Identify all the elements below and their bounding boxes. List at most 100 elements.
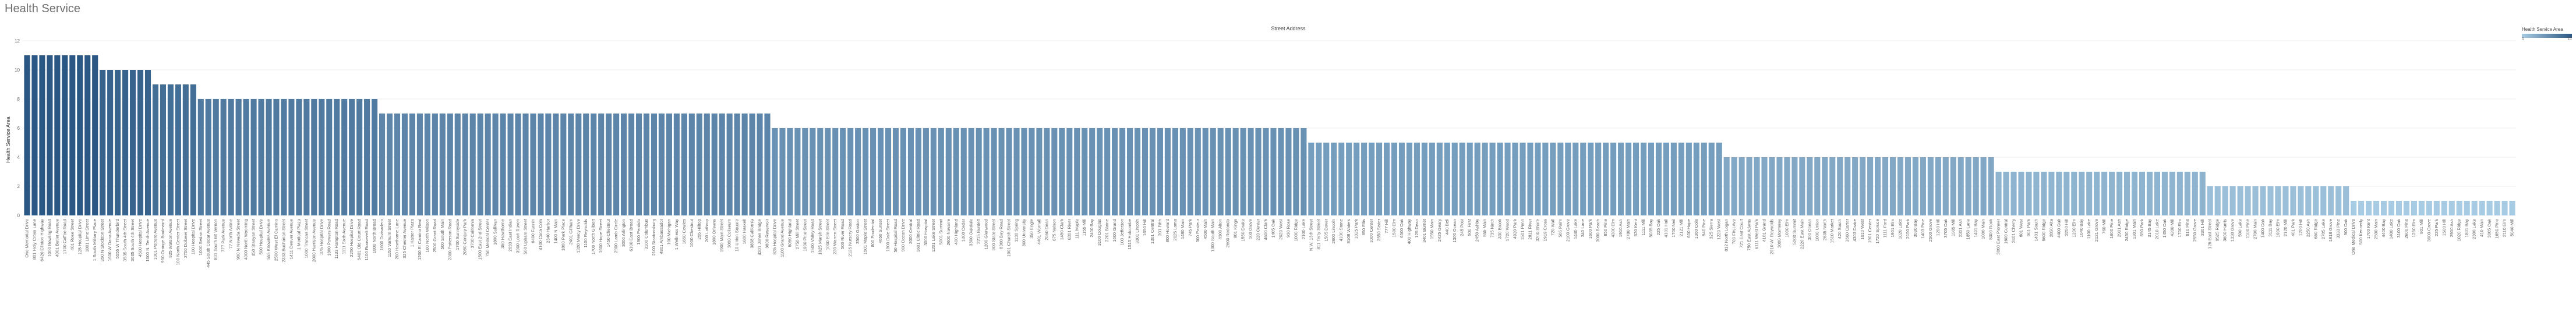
bar[interactable] [1769,157,1775,215]
bar[interactable] [1089,128,1096,215]
bar[interactable] [2479,201,2485,215]
bar[interactable] [1588,143,1594,215]
bar[interactable] [1316,143,1322,215]
bar[interactable] [1066,128,1073,215]
bar[interactable] [266,99,272,215]
bar[interactable] [892,128,899,215]
bar[interactable] [726,114,733,215]
bar[interactable] [1429,143,1435,215]
bar[interactable] [1791,157,1798,215]
bar[interactable] [2388,201,2395,215]
bar[interactable] [794,128,801,215]
bar[interactable] [1369,143,1375,215]
bar[interactable] [160,84,166,215]
bar[interactable] [175,84,181,215]
bar[interactable] [825,128,831,215]
bar[interactable] [1746,157,1752,215]
bar[interactable] [2161,172,2168,215]
bar[interactable] [2486,201,2493,215]
bar[interactable] [107,70,114,215]
bar[interactable] [1112,128,1118,215]
bar[interactable] [462,114,468,215]
bar[interactable] [130,70,136,215]
bar[interactable] [220,99,227,215]
bar[interactable] [2494,201,2500,215]
bar[interactable] [1451,143,1458,215]
bar[interactable] [1346,143,1352,215]
bar[interactable] [764,114,771,215]
bar[interactable] [779,128,786,215]
bar[interactable] [1640,143,1647,215]
bar[interactable] [447,114,453,215]
bar[interactable] [1784,157,1790,215]
bar[interactable] [757,114,763,215]
bar[interactable] [2018,172,2024,215]
bar[interactable] [1142,128,1149,215]
bar[interactable] [1383,143,1390,215]
bar[interactable] [2252,186,2259,215]
bar[interactable] [1270,128,1277,215]
bar[interactable] [77,55,83,215]
bar[interactable] [976,128,982,215]
bar[interactable] [1580,143,1586,215]
bar[interactable] [991,128,997,215]
bar[interactable] [2380,201,2387,215]
bar[interactable] [2063,172,2070,215]
bar[interactable] [379,114,386,215]
bar[interactable] [2192,172,2198,215]
bar[interactable] [1308,143,1314,215]
bar[interactable] [2124,172,2130,215]
bar[interactable] [545,114,552,215]
bar[interactable] [1059,128,1065,215]
bar[interactable] [205,99,211,215]
bar[interactable] [1331,143,1337,215]
bar[interactable] [840,128,846,215]
bar[interactable] [2351,201,2357,215]
bar[interactable] [1285,128,1292,215]
bar[interactable] [2139,172,2146,215]
bar[interactable] [787,128,793,215]
bar[interactable] [1097,128,1103,215]
bar[interactable] [1980,157,1987,215]
bar[interactable] [2320,186,2327,215]
bar[interactable] [2343,186,2349,215]
bar[interactable] [591,114,597,215]
bar[interactable] [538,114,544,215]
bar[interactable] [772,128,778,215]
bar[interactable] [1693,143,1699,215]
bar[interactable] [1626,143,1632,215]
bar[interactable] [1527,143,1533,215]
bar[interactable] [1474,143,1480,215]
bar[interactable] [900,128,907,215]
bar[interactable] [968,128,974,215]
bar[interactable] [2448,201,2455,215]
bar[interactable] [1557,143,1564,215]
bar[interactable] [1573,143,1579,215]
bar[interactable] [2071,172,2077,215]
bar[interactable] [394,114,401,215]
bar[interactable] [31,55,38,215]
bar[interactable] [1716,143,1722,215]
bar[interactable] [2282,186,2289,215]
bar[interactable] [515,114,521,215]
bar[interactable] [409,114,415,215]
bar[interactable] [2290,186,2296,215]
bar[interactable] [568,114,574,215]
bar[interactable] [1988,157,1994,215]
bar[interactable] [878,128,884,215]
bar[interactable] [945,128,952,215]
bar[interactable] [2245,186,2251,215]
bar[interactable] [2109,172,2115,215]
bar[interactable] [1670,143,1677,215]
bar[interactable] [500,114,506,215]
bar[interactable] [1376,143,1383,215]
bar[interactable] [666,114,672,215]
bar[interactable] [2079,172,2085,215]
bar[interactable] [2086,172,2093,215]
bar[interactable] [1119,128,1126,215]
bar[interactable] [1942,157,1949,215]
bar[interactable] [1542,143,1549,215]
bar[interactable] [1021,128,1027,215]
bar[interactable] [575,114,582,215]
bar[interactable] [84,55,91,215]
